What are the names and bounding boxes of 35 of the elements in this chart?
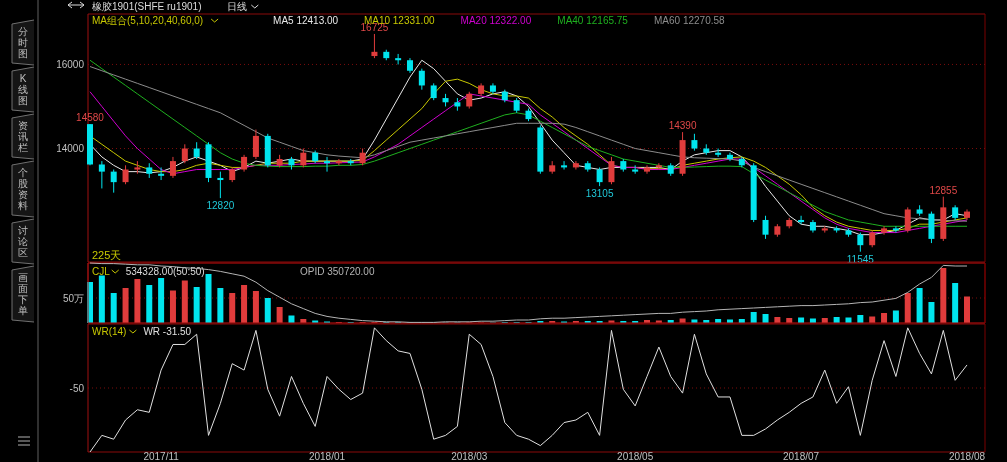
text: 资讯栏 — [17, 120, 28, 153]
chart-title: WR(14) — [92, 326, 127, 337]
text: 画面下单 — [18, 272, 28, 316]
text: MA5 12413.00 — [273, 15, 339, 26]
annotation: 11545 — [846, 253, 875, 265]
annotation: 534328.00(50:50) — [125, 266, 205, 277]
text: 讨论区 — [18, 225, 28, 258]
annotation: 12855 — [929, 184, 958, 196]
text: 日线 — [227, 1, 248, 12]
x-tick-label: 2018/07 — [783, 451, 820, 462]
text: 个股资料 — [18, 167, 28, 211]
y-tick-label: 50万 — [62, 292, 84, 304]
x-tick-label: 2018/03 — [451, 451, 488, 462]
chart-subtitle: MA组合(5,10,20,40,60,0) — [92, 15, 204, 26]
series-label: WR -31.50 — [143, 326, 192, 337]
x-tick-label: 2017/11 — [143, 451, 180, 462]
chart-title: 橡胶1901(SHFE ru1901) — [92, 1, 202, 12]
annotation: 13105 — [585, 188, 614, 200]
ref-line-label: -50 — [69, 382, 85, 394]
text: K线图 — [18, 73, 28, 106]
chart-title: CJL — [92, 266, 111, 277]
x-tick-label: 2018/08 — [948, 451, 986, 462]
text: MA40 12165.75 — [557, 15, 629, 26]
text: MA60 12270.58 — [654, 15, 726, 26]
text: OPID 350720.00 — [300, 266, 375, 277]
x-tick-label: 2018/01 — [308, 451, 346, 462]
annotation: 14390 — [668, 120, 697, 132]
y-tick-label: 14000 — [56, 143, 85, 155]
y-tick-label: 16000 — [56, 58, 85, 70]
text: 分时图 — [18, 26, 28, 59]
annotation: 225天 — [92, 249, 122, 261]
annotation: 12820 — [206, 200, 235, 212]
text: MA20 12322.00 — [460, 15, 532, 26]
annotation: 14580 — [76, 112, 105, 124]
x-tick-label: 2018/05 — [617, 451, 654, 462]
